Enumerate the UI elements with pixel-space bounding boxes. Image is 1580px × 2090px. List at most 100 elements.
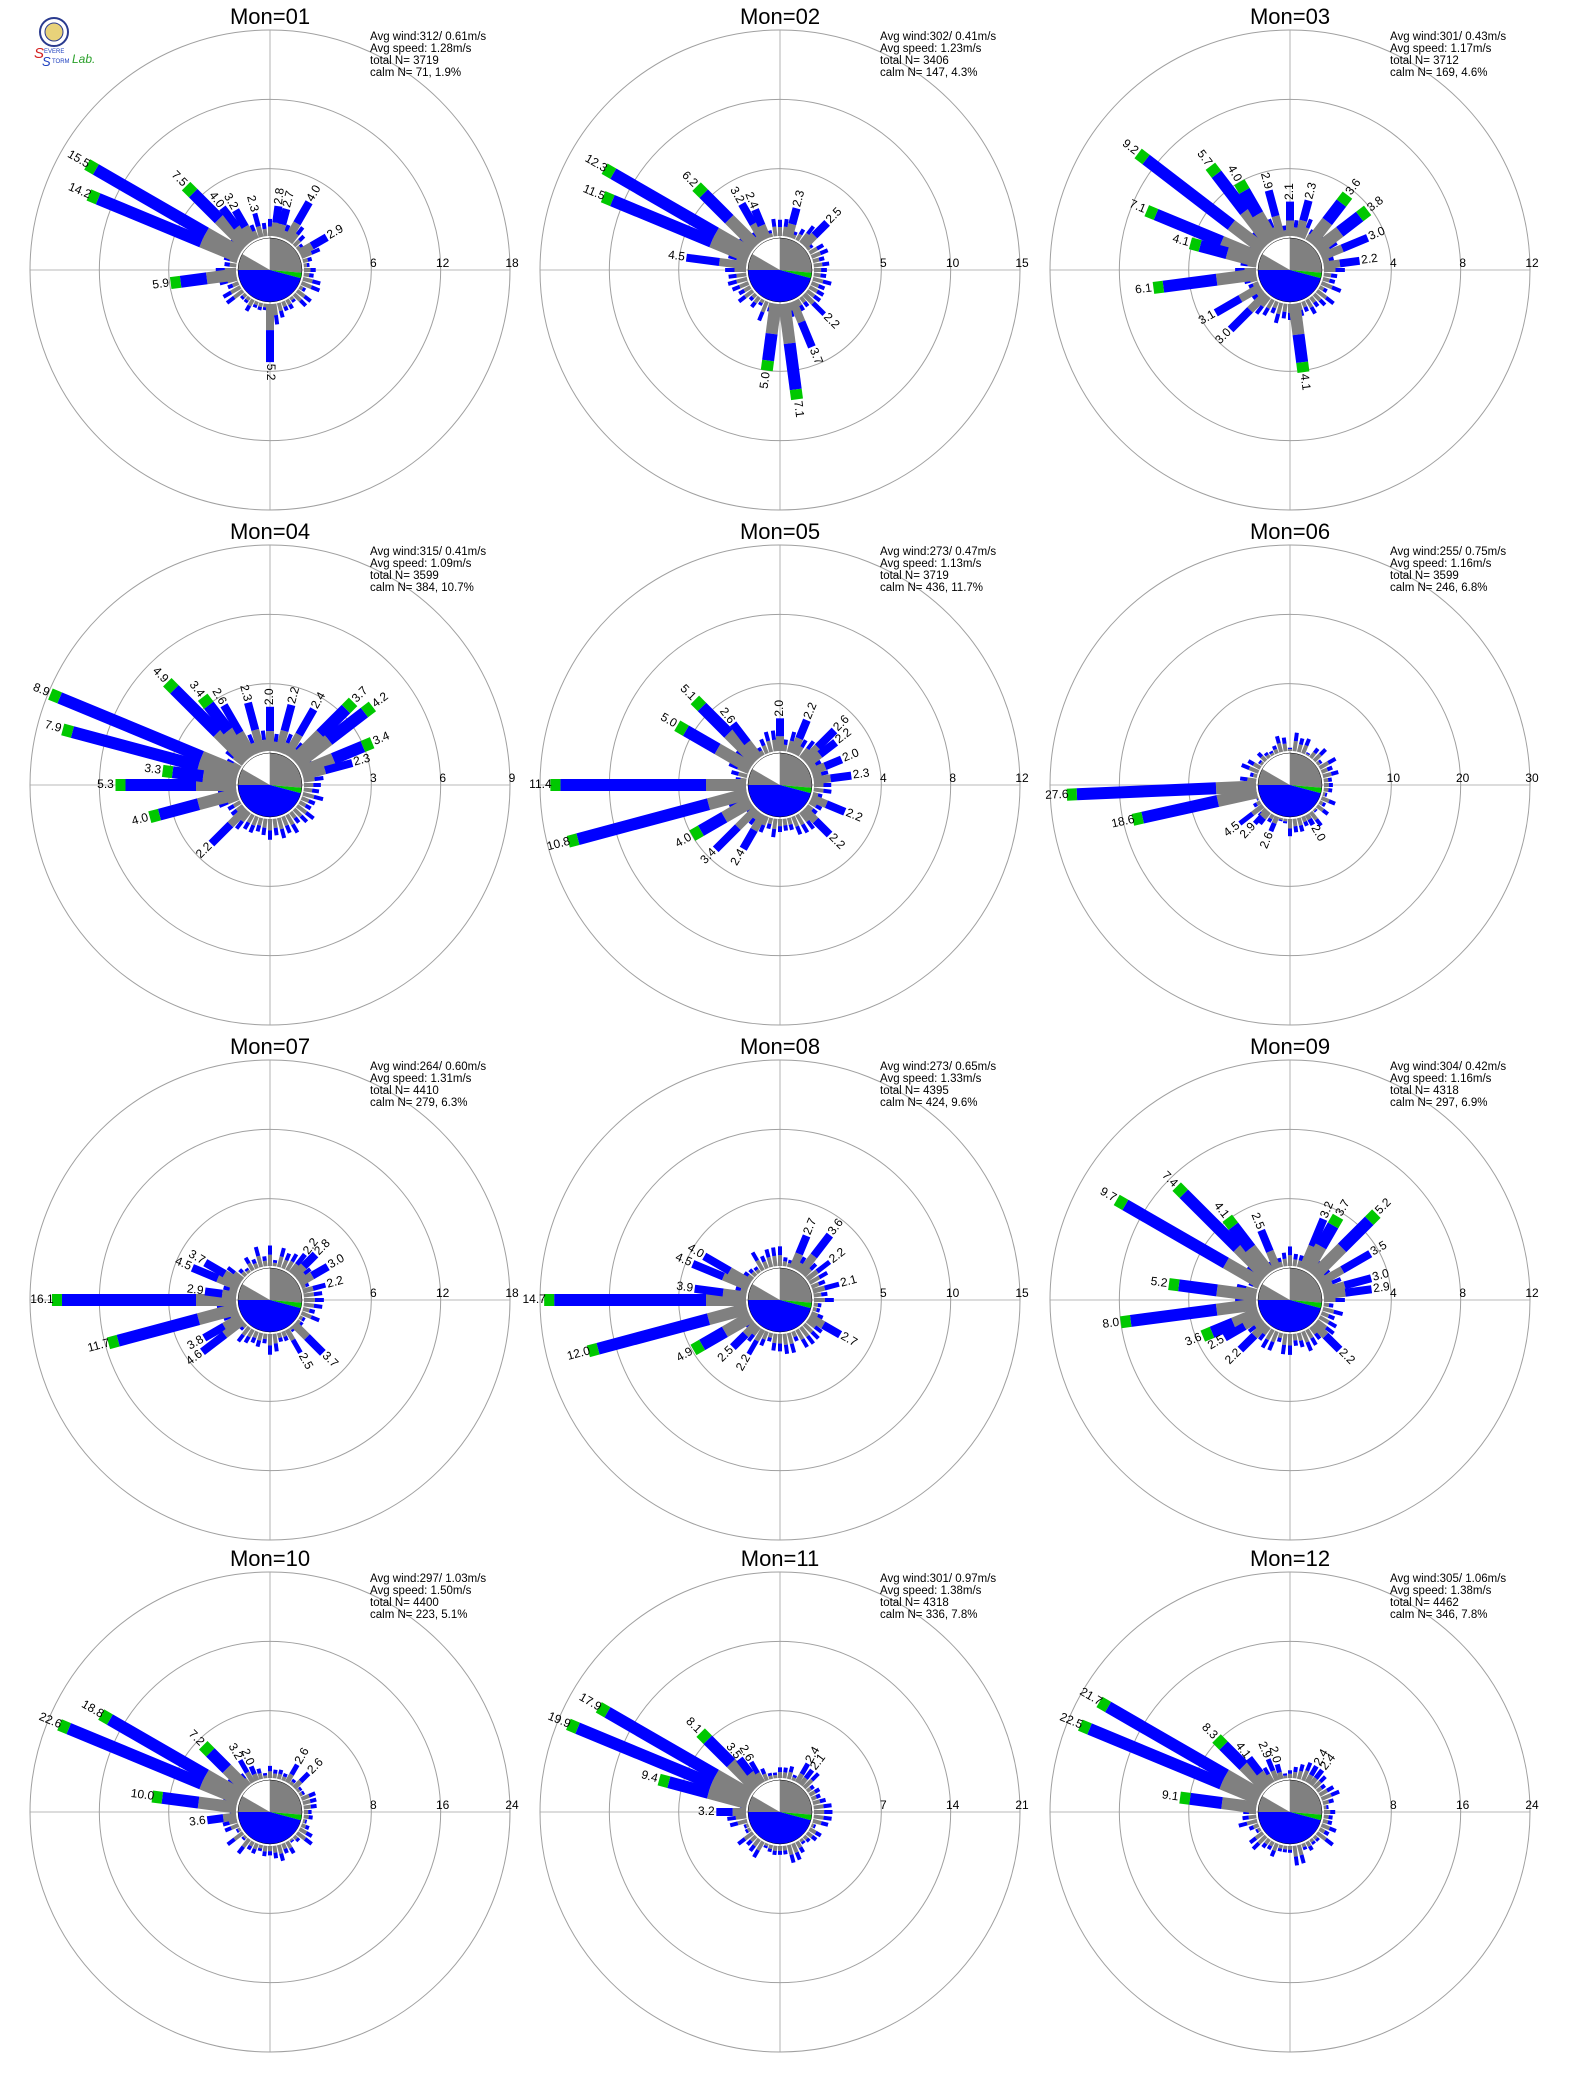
direction-bar-segment — [745, 1839, 753, 1847]
bar-main-segment — [171, 766, 204, 783]
bar-value-label: 2.3 — [852, 765, 871, 781]
bar-calm-segment — [1216, 786, 1259, 807]
bar-calm-segment — [236, 730, 257, 758]
direction-bar — [1323, 777, 1329, 783]
direction-bar — [747, 1274, 755, 1281]
labeled-direction-bar: 2.3 — [237, 683, 266, 754]
labeled-direction-bar: 10.0 — [130, 1786, 238, 1814]
calm-pie — [1257, 752, 1323, 818]
bar-tip-segment — [1365, 1209, 1381, 1225]
bar-calm-segment — [727, 1267, 753, 1287]
direction-bar-segment — [1298, 1340, 1305, 1348]
labeled-direction-bar: 2.5 — [1248, 1210, 1281, 1271]
direction-bar — [285, 813, 295, 826]
bar-value-label: 2.0 — [262, 688, 276, 705]
bar-tip-segment — [98, 1709, 113, 1725]
direction-bar — [233, 1831, 245, 1841]
bar-calm-segment — [1323, 1288, 1346, 1300]
bar-tip-segment — [1152, 280, 1165, 294]
direction-bar — [1296, 817, 1303, 826]
ring-tick-label: 24 — [1525, 1798, 1539, 1812]
bar-main-segment — [157, 798, 201, 821]
direction-bar-segment — [313, 1291, 323, 1297]
direction-bar-segment — [1249, 772, 1254, 778]
direction-bar-segment — [1293, 1766, 1298, 1773]
labeled-direction-bar: 2.1 — [812, 1272, 859, 1294]
bar-calm-segment — [301, 766, 327, 781]
direction-bar-segment — [1272, 745, 1278, 751]
bar-tip-segment — [1188, 237, 1202, 252]
panel-title: Mon=11 — [741, 1546, 819, 1571]
labeled-direction-bar: 2.1 — [798, 1751, 828, 1787]
direction-bar-segment — [816, 1307, 821, 1313]
direction-bar-segment — [795, 825, 803, 835]
labeled-direction-bar: 10.8 — [545, 788, 749, 854]
stats-line: Avg wind:297/ 1.03m/s — [370, 1573, 486, 1585]
bar-tip-segment — [148, 808, 162, 824]
bar-value-label: 2.3 — [789, 188, 807, 208]
labeled-direction-bar: 2.7 — [789, 1216, 819, 1271]
bar-value-label: 10.8 — [545, 834, 571, 854]
bar-value-label: 4.0 — [130, 810, 150, 828]
labeled-direction-bar: 7.5 — [169, 168, 251, 251]
direction-bar-segment — [283, 1335, 289, 1342]
labeled-direction-bar: 3.2 — [698, 1804, 746, 1818]
logo-seal-core — [44, 22, 64, 42]
direction-bar — [791, 815, 799, 827]
direction-bar — [252, 230, 259, 240]
direction-bar — [760, 300, 769, 313]
bar-calm-segment — [765, 302, 782, 335]
direction-bar — [761, 745, 769, 755]
direction-bar — [303, 1292, 315, 1298]
direction-bar-segment — [814, 1830, 822, 1838]
bar-calm-segment — [288, 1263, 300, 1275]
ring-tick-label: 4 — [880, 771, 887, 785]
direction-bar — [241, 1322, 248, 1329]
bar-main-segment — [310, 1263, 330, 1280]
labeled-direction-bar: 3.6 — [1305, 176, 1364, 247]
direction-bar — [302, 1818, 306, 1824]
direction-bar-segment — [1276, 1337, 1282, 1343]
bar-tip-segment — [1096, 1696, 1112, 1713]
direction-bar-segment — [222, 1820, 230, 1827]
bar-value-label: 11.4 — [529, 777, 552, 791]
direction-bar-segment — [771, 1247, 777, 1257]
bar-calm-segment — [1294, 219, 1308, 239]
bar-main-segment — [1339, 256, 1361, 268]
ring-tick-label: 12 — [1015, 771, 1029, 785]
bar-main-segment — [1209, 1317, 1236, 1338]
bar-calm-segment — [234, 224, 253, 246]
calm-pie-wedge — [270, 785, 302, 794]
direction-bar — [786, 1332, 794, 1345]
bar-calm-segment — [712, 1769, 754, 1801]
direction-bar-segment — [244, 304, 252, 312]
direction-bar — [768, 1844, 774, 1850]
calm-pie — [747, 1267, 813, 1333]
bar-value-label: 2.2 — [800, 700, 819, 721]
stats-line: calm N= 346, 7.8% — [1390, 1609, 1487, 1621]
direction-bar-segment — [748, 295, 755, 302]
bar-main-segment — [610, 168, 719, 239]
direction-bar — [231, 281, 240, 288]
bar-main-segment — [70, 726, 201, 772]
direction-bar-segment — [823, 788, 832, 794]
bar-calm-segment — [199, 236, 241, 263]
direction-bar — [1276, 742, 1284, 753]
direction-bar-segment — [798, 1846, 805, 1854]
stats-line: total N= 3719 — [370, 55, 439, 67]
bar-calm-segment — [755, 1772, 766, 1784]
calm-pie-wedge — [1258, 270, 1321, 303]
direction-bar — [1296, 1332, 1303, 1342]
bar-calm-segment — [805, 1269, 819, 1282]
direction-bar — [813, 262, 823, 268]
calm-circle — [1257, 1267, 1323, 1333]
direction-bar-segment — [1258, 1332, 1266, 1341]
direction-bar-segment — [788, 1765, 795, 1773]
labeled-direction-bar: 3.6 — [188, 1812, 237, 1829]
calm-pie — [747, 752, 813, 818]
direction-bar — [812, 276, 824, 284]
labeled-direction-bar: 2.2 — [789, 700, 820, 756]
direction-bar-segment — [1315, 1837, 1320, 1842]
direction-bar — [289, 810, 297, 819]
calm-pie-wedge — [238, 1812, 301, 1844]
